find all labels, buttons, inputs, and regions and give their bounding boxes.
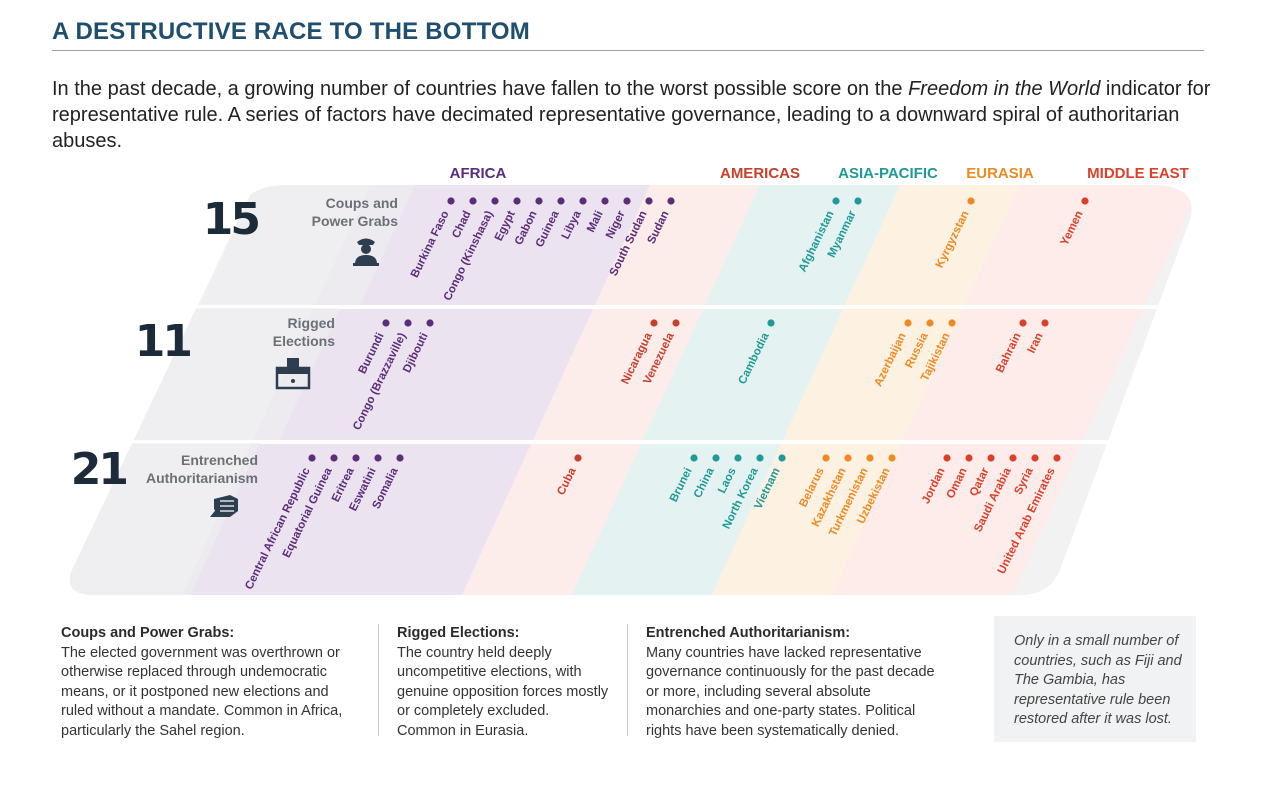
country-dot [1031,454,1039,462]
country-dot [667,197,675,205]
intro-report-name: Freedom in the World [908,78,1101,100]
country-dot [712,454,720,462]
row-count: 15 [203,194,259,245]
country-dot [965,454,973,462]
note-divider [378,624,379,736]
note-coups: Coups and Power Grabs: The elected govern… [61,624,361,741]
country-dot [854,197,862,205]
page-title: A DESTRUCTIVE RACE TO THE BOTTOM [52,18,530,45]
country-dot [948,319,956,327]
country-dot [1053,454,1061,462]
country-dot [778,454,786,462]
note-entrenched-text: Many countries have lacked representativ… [646,644,935,739]
country-dot [650,319,658,327]
country-dot [967,197,975,205]
note-coups-heading: Coups and Power Grabs: [61,625,235,641]
country-dot [382,319,390,327]
row-label-zone [69,443,260,595]
country-dot [734,454,742,462]
region-header-africa: AFRICA [450,165,507,182]
country-dot [672,319,680,327]
row-label-line: Coups and [326,195,398,211]
country-dot [623,197,631,205]
soldier-icon [353,238,379,266]
note-divider [627,624,628,736]
country-dot [832,197,840,205]
country-dot [822,454,830,462]
region-header-americas: AMERICAS [720,165,800,182]
intro-text-start: In the past decade, a growing number of … [52,78,909,100]
note-rigged-text: The country held deeply uncompetitive el… [397,644,609,739]
row-labels: 15 Coups and Power Grabs 11 Rigged Elections 2… [71,194,398,517]
country-dot [330,454,338,462]
region-strip-middle_east [831,185,1192,595]
country-dot [447,197,455,205]
country-dot [1019,319,1027,327]
ballot-box-icon [275,358,311,390]
country-dot [1041,319,1049,327]
country-dot [469,197,477,205]
country-dot [756,454,764,462]
country-dot [987,454,995,462]
country-dot [513,197,521,205]
country-dot [557,197,565,205]
country-dot [943,454,951,462]
note-coups-text: The elected government was overthrown or… [61,644,343,739]
country-dot [396,454,404,462]
restored-note: Only in a small number of countries, suc… [994,616,1196,742]
region-strip-asia [571,185,900,595]
region-strip-africa [181,185,650,595]
note-entrenched-heading: Entrenched Authoritarianism: [646,625,851,641]
country-dot [579,197,587,205]
row-count: 21 [71,444,127,495]
country-dot [374,454,382,462]
row-label-zone [199,185,415,305]
region-header-middle-east: MIDDLE EAST [1087,165,1189,182]
intro-paragraph: In the past decade, a growing number of … [52,76,1212,154]
fist-icon [210,495,238,517]
background-panel [69,185,1192,595]
region-strip-eurasia [711,185,1020,595]
country-dot [404,319,412,327]
country-dot [601,197,609,205]
row-label-line: Entrenched [181,452,258,468]
region-headers: AFRICA AMERICAS ASIA-PACIFIC EURASIA MIDDLE … [450,165,1189,182]
country-dot [352,454,360,462]
country-dot [904,319,912,327]
country-dot [308,454,316,462]
country-dot [645,197,653,205]
country-dot [491,197,499,205]
country-dot [926,319,934,327]
row-label-line: Rigged [288,315,335,331]
row-gap [69,305,1192,309]
country-dot [844,454,852,462]
region-header-asia: ASIA-PACIFIC [838,165,938,182]
country-dot [888,454,896,462]
title-divider [52,50,1204,51]
note-rigged: Rigged Elections: The country held deeply… [397,624,612,741]
note-entrenched: Entrenched Authoritarianism: Many countri… [646,624,941,741]
row-gap [69,440,1192,444]
region-strip-americas [461,185,760,595]
country-dot [426,319,434,327]
country-dot [767,319,775,327]
row-count: 11 [135,316,191,367]
intro-text-end: indicator for representative rule. A ser… [52,78,1211,152]
row-label-line: Power Grabs [312,213,399,229]
row-label-line: Authoritarianism [146,470,258,486]
country-dot [866,454,874,462]
region-header-eurasia: EURASIA [966,165,1034,182]
note-rigged-heading: Rigged Elections: [397,625,520,641]
country-dot [1081,197,1089,205]
category-diagram: AFRICA AMERICAS ASIA-PACIFIC EURASIA MIDDLE … [69,165,1192,595]
country-dot [574,454,582,462]
country-dot [1009,454,1017,462]
country-dot [690,454,698,462]
row-label-line: Elections [273,333,335,349]
country-dot [535,197,543,205]
